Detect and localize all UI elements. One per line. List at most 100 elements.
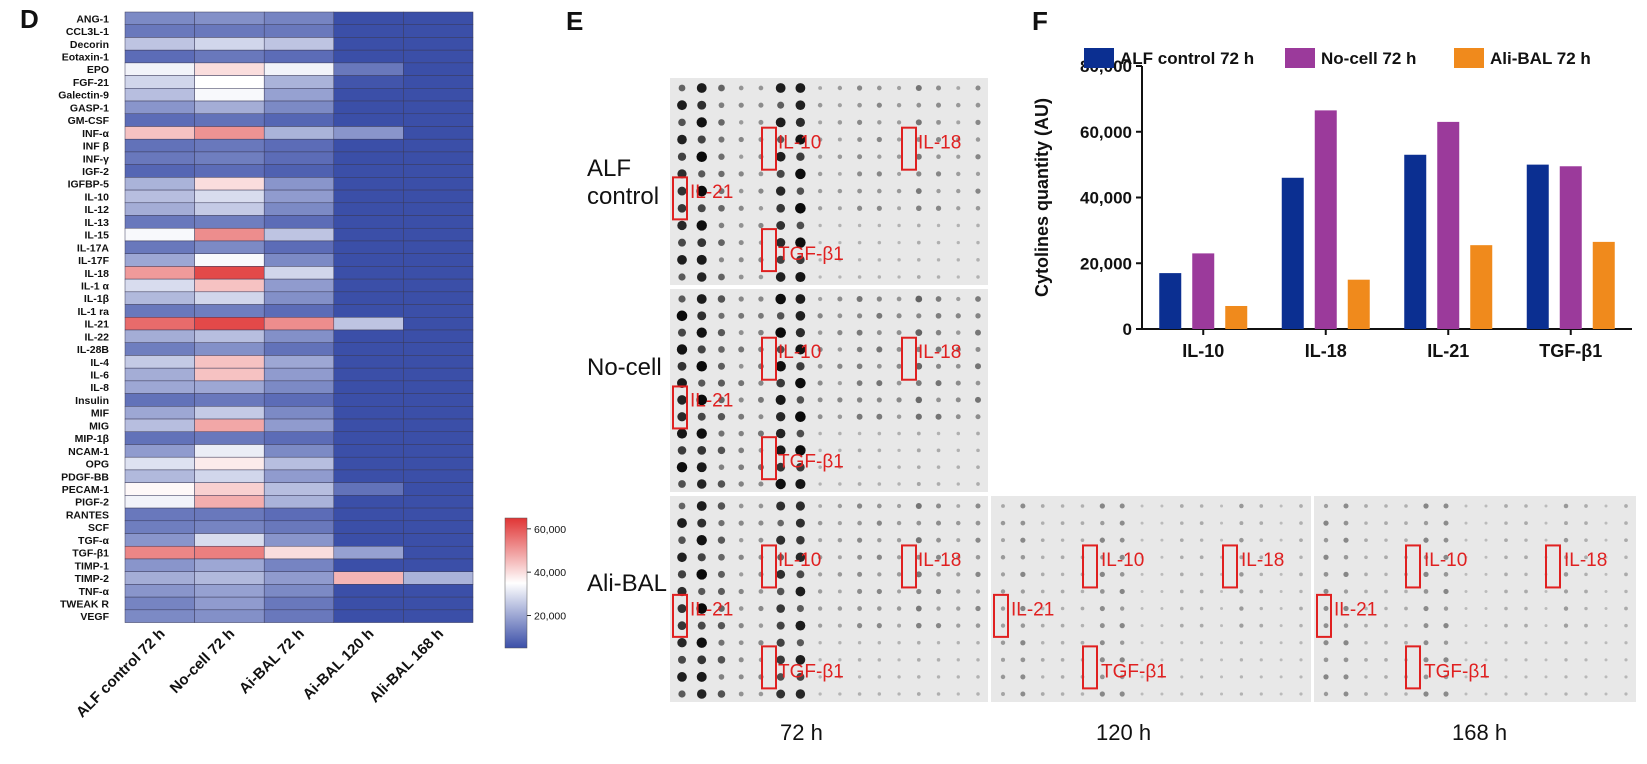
blot-spot (1001, 692, 1005, 696)
blot-spot (1020, 640, 1026, 646)
heatmap-cell (403, 266, 474, 280)
blot-spot (1423, 537, 1429, 543)
heatmap-row-label: INF-α (82, 128, 109, 140)
blot-spot (1364, 572, 1368, 577)
blot-spot (678, 84, 686, 92)
blot-spot (717, 656, 726, 664)
blot-spot (956, 658, 960, 662)
blot-spot (795, 202, 806, 214)
blot-spot (916, 431, 921, 436)
blot-spot (1584, 555, 1588, 560)
blot-spot (758, 589, 764, 594)
blot-spot (1604, 607, 1608, 611)
heatmap-row-label: IL-12 (84, 204, 109, 216)
heatmap-cell (403, 215, 474, 229)
blot-spot (676, 428, 688, 439)
blot-spot (1199, 521, 1204, 525)
blot-spot (975, 188, 981, 194)
heatmap-cell (403, 240, 474, 254)
blot-spot (856, 413, 863, 420)
blot-spot (1220, 538, 1224, 542)
blot-spot (1299, 692, 1303, 696)
heatmap-cell (403, 444, 474, 458)
x-tick-label: IL-10 (1182, 341, 1224, 361)
blot-spot (677, 186, 687, 196)
blot-spot (876, 346, 883, 353)
heatmap-cell (403, 469, 474, 483)
blot-spot (1259, 623, 1264, 628)
heatmap-cell (194, 469, 265, 483)
heatmap-column-label: ALF control 72 h (73, 625, 169, 721)
blot-spot (915, 295, 923, 303)
heatmap-cell (333, 189, 404, 204)
blot-spot (1464, 675, 1468, 679)
blot-spot (935, 413, 942, 420)
blot-spot (738, 102, 744, 108)
blot-spot (1504, 555, 1508, 560)
heatmap-cell (403, 355, 474, 369)
heatmap-cell (403, 49, 474, 64)
blot-spot (1200, 641, 1204, 645)
heatmap-cell (194, 253, 265, 267)
marker-box (672, 176, 688, 221)
blot-spot (956, 431, 961, 436)
colorbar-tick-label: 40,000 (534, 567, 566, 579)
blot-spot (916, 465, 921, 470)
blot-spot (1080, 521, 1085, 525)
blot-spot (1323, 503, 1329, 509)
heatmap-cell (124, 367, 195, 382)
blot-spot (916, 622, 922, 629)
blot-spot (717, 621, 726, 630)
blot-spot (1624, 641, 1628, 645)
blot-spot (697, 621, 706, 630)
blot-spot (1140, 555, 1144, 559)
blot-spot (738, 223, 744, 228)
blot-row-label: No-cell (587, 354, 662, 381)
blot-spot (1220, 589, 1224, 593)
blot-spot (697, 553, 706, 562)
blot-spot (837, 171, 842, 176)
blot-spot (897, 482, 901, 486)
blot-spot (896, 606, 902, 611)
blot-spot (1524, 538, 1528, 542)
blot-spot (1259, 641, 1263, 645)
blot-spot (776, 673, 785, 681)
blot-spot (698, 587, 706, 596)
blot-spot (1604, 555, 1608, 559)
blot-spot (975, 537, 981, 543)
blot-spot (678, 295, 686, 303)
blot-spot (1020, 674, 1026, 680)
heatmap-row-label: IL-13 (84, 217, 109, 229)
blot-spot (796, 429, 805, 438)
heatmap-cell (403, 367, 474, 382)
blot-spot (976, 275, 980, 279)
blot-spot (1604, 692, 1608, 696)
marker-box (901, 126, 917, 171)
heatmap-cell (263, 431, 335, 445)
heatmap-row-label: RANTES (66, 509, 109, 521)
blot-spot (837, 137, 842, 142)
blot-image: IL-10 IL-18 IL-21 TGF-β1 (991, 496, 1311, 702)
blot-spot (1364, 606, 1368, 611)
blot-spot (795, 134, 806, 145)
blot-spot (837, 503, 843, 509)
blot-spot (1604, 589, 1608, 593)
blot-spot (796, 462, 805, 472)
blot-spot (1564, 675, 1568, 679)
heatmap-row-label: IL-1 α (81, 280, 110, 292)
heatmap-cell (194, 558, 265, 572)
blot-spot (696, 294, 707, 304)
marker-box (901, 336, 917, 381)
heatmap-cell (194, 266, 265, 280)
blot-spot (1563, 606, 1569, 611)
blot-spot (1239, 521, 1244, 526)
blot-spot (1020, 589, 1026, 594)
blot-spot (897, 206, 902, 211)
blot-spot (1220, 675, 1224, 679)
heatmap-row-label: TNF-α (79, 586, 110, 598)
blot-spot (738, 520, 744, 526)
blot-spot (1464, 641, 1468, 645)
blot-spot (1160, 538, 1164, 542)
heatmap-cell (403, 24, 474, 38)
blot-spot (1140, 641, 1144, 645)
